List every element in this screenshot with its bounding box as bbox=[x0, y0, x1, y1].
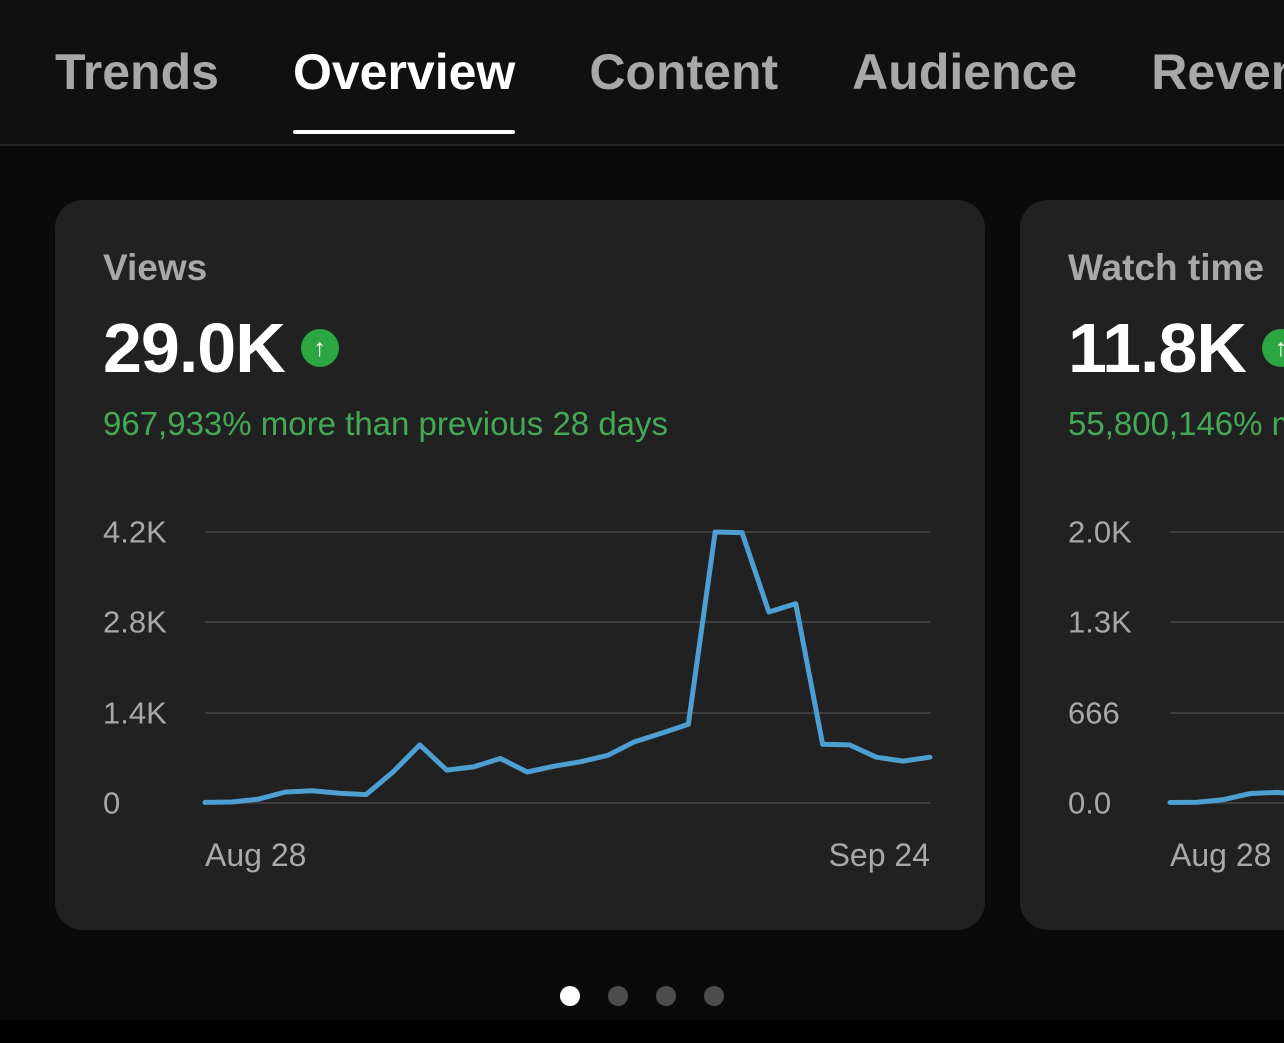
tab-audience[interactable]: Audience bbox=[852, 44, 1078, 100]
carousel-dot[interactable] bbox=[704, 986, 724, 1006]
gridline bbox=[205, 711, 930, 714]
y-tick-label: 2.0K bbox=[1068, 514, 1132, 550]
y-tick-label: 666 bbox=[1068, 695, 1120, 731]
gridline bbox=[205, 531, 930, 533]
gridline bbox=[1170, 802, 1284, 804]
tab-trends[interactable]: Trends bbox=[55, 44, 219, 100]
x-axis-labels: Aug 28 Sep 24 bbox=[1170, 837, 1284, 874]
analytics-tab-bar: Trends Overview Content Audience Revenue bbox=[0, 0, 1284, 146]
y-tick-label: 0 bbox=[103, 785, 121, 821]
up-arrow-glyph: ↑ bbox=[1274, 333, 1284, 362]
watch-time-card: Watch time 11.8K ↑ 55,800,146% more than… bbox=[1020, 200, 1284, 930]
gridline bbox=[205, 802, 930, 804]
bottom-bar bbox=[0, 1020, 1284, 1043]
x-tick-label-start: Aug 28 bbox=[1170, 837, 1272, 873]
x-tick-label-end: Sep 24 bbox=[828, 837, 930, 873]
y-tick-label: 2.8K bbox=[103, 604, 167, 640]
y-tick-label: 4.2K bbox=[103, 514, 167, 550]
up-arrow-icon: ↑ bbox=[1261, 329, 1284, 367]
gridline bbox=[1170, 621, 1284, 624]
views-delta-text: 967,933% more than previous 28 days bbox=[103, 405, 669, 442]
views-chart-plot[interactable] bbox=[205, 532, 930, 803]
y-tick-label: 1.4K bbox=[103, 695, 167, 731]
page-dots bbox=[0, 986, 1284, 1006]
carousel-dot[interactable] bbox=[608, 986, 628, 1006]
tab-revenue[interactable]: Revenue bbox=[1151, 44, 1284, 100]
views-line-chart[interactable] bbox=[205, 532, 930, 803]
up-arrow-glyph: ↑ bbox=[313, 333, 327, 362]
watch-time-delta-text: 55,800,146% more than previous 28 days bbox=[1068, 405, 1284, 442]
views-value: 29.0K bbox=[103, 309, 286, 387]
y-axis-labels: 2.0K 1.3K 666 0.0 bbox=[1068, 517, 1170, 819]
y-axis-labels: 4.2K 2.8K 1.4K 0 bbox=[103, 517, 205, 819]
watch-time-line-chart[interactable] bbox=[1170, 532, 1284, 803]
y-tick-label: 1.3K bbox=[1068, 604, 1132, 640]
y-tick-label: 0.0 bbox=[1068, 785, 1112, 821]
x-axis-labels: Aug 28 Sep 24 bbox=[205, 837, 930, 874]
carousel-dot[interactable] bbox=[560, 986, 580, 1006]
watch-time-value: 11.8K bbox=[1068, 309, 1247, 387]
card-title: Views bbox=[103, 247, 208, 288]
gridline bbox=[205, 621, 930, 624]
tab-overview[interactable]: Overview bbox=[292, 0, 516, 144]
card-title: Watch time bbox=[1068, 247, 1264, 288]
views-card: Views 29.0K ↑ 967,933% more than previou… bbox=[55, 200, 985, 930]
tab-content[interactable]: Content bbox=[589, 44, 779, 100]
x-tick-label-start: Aug 28 bbox=[205, 837, 307, 873]
carousel-dot[interactable] bbox=[656, 986, 676, 1006]
watch-time-chart-plot[interactable] bbox=[1170, 531, 1284, 804]
up-arrow-icon: ↑ bbox=[300, 329, 339, 367]
gridline bbox=[1170, 711, 1284, 714]
metric-cards-carousel[interactable]: Views 29.0K ↑ 967,933% more than previou… bbox=[0, 200, 1284, 930]
gridline bbox=[1170, 531, 1284, 533]
